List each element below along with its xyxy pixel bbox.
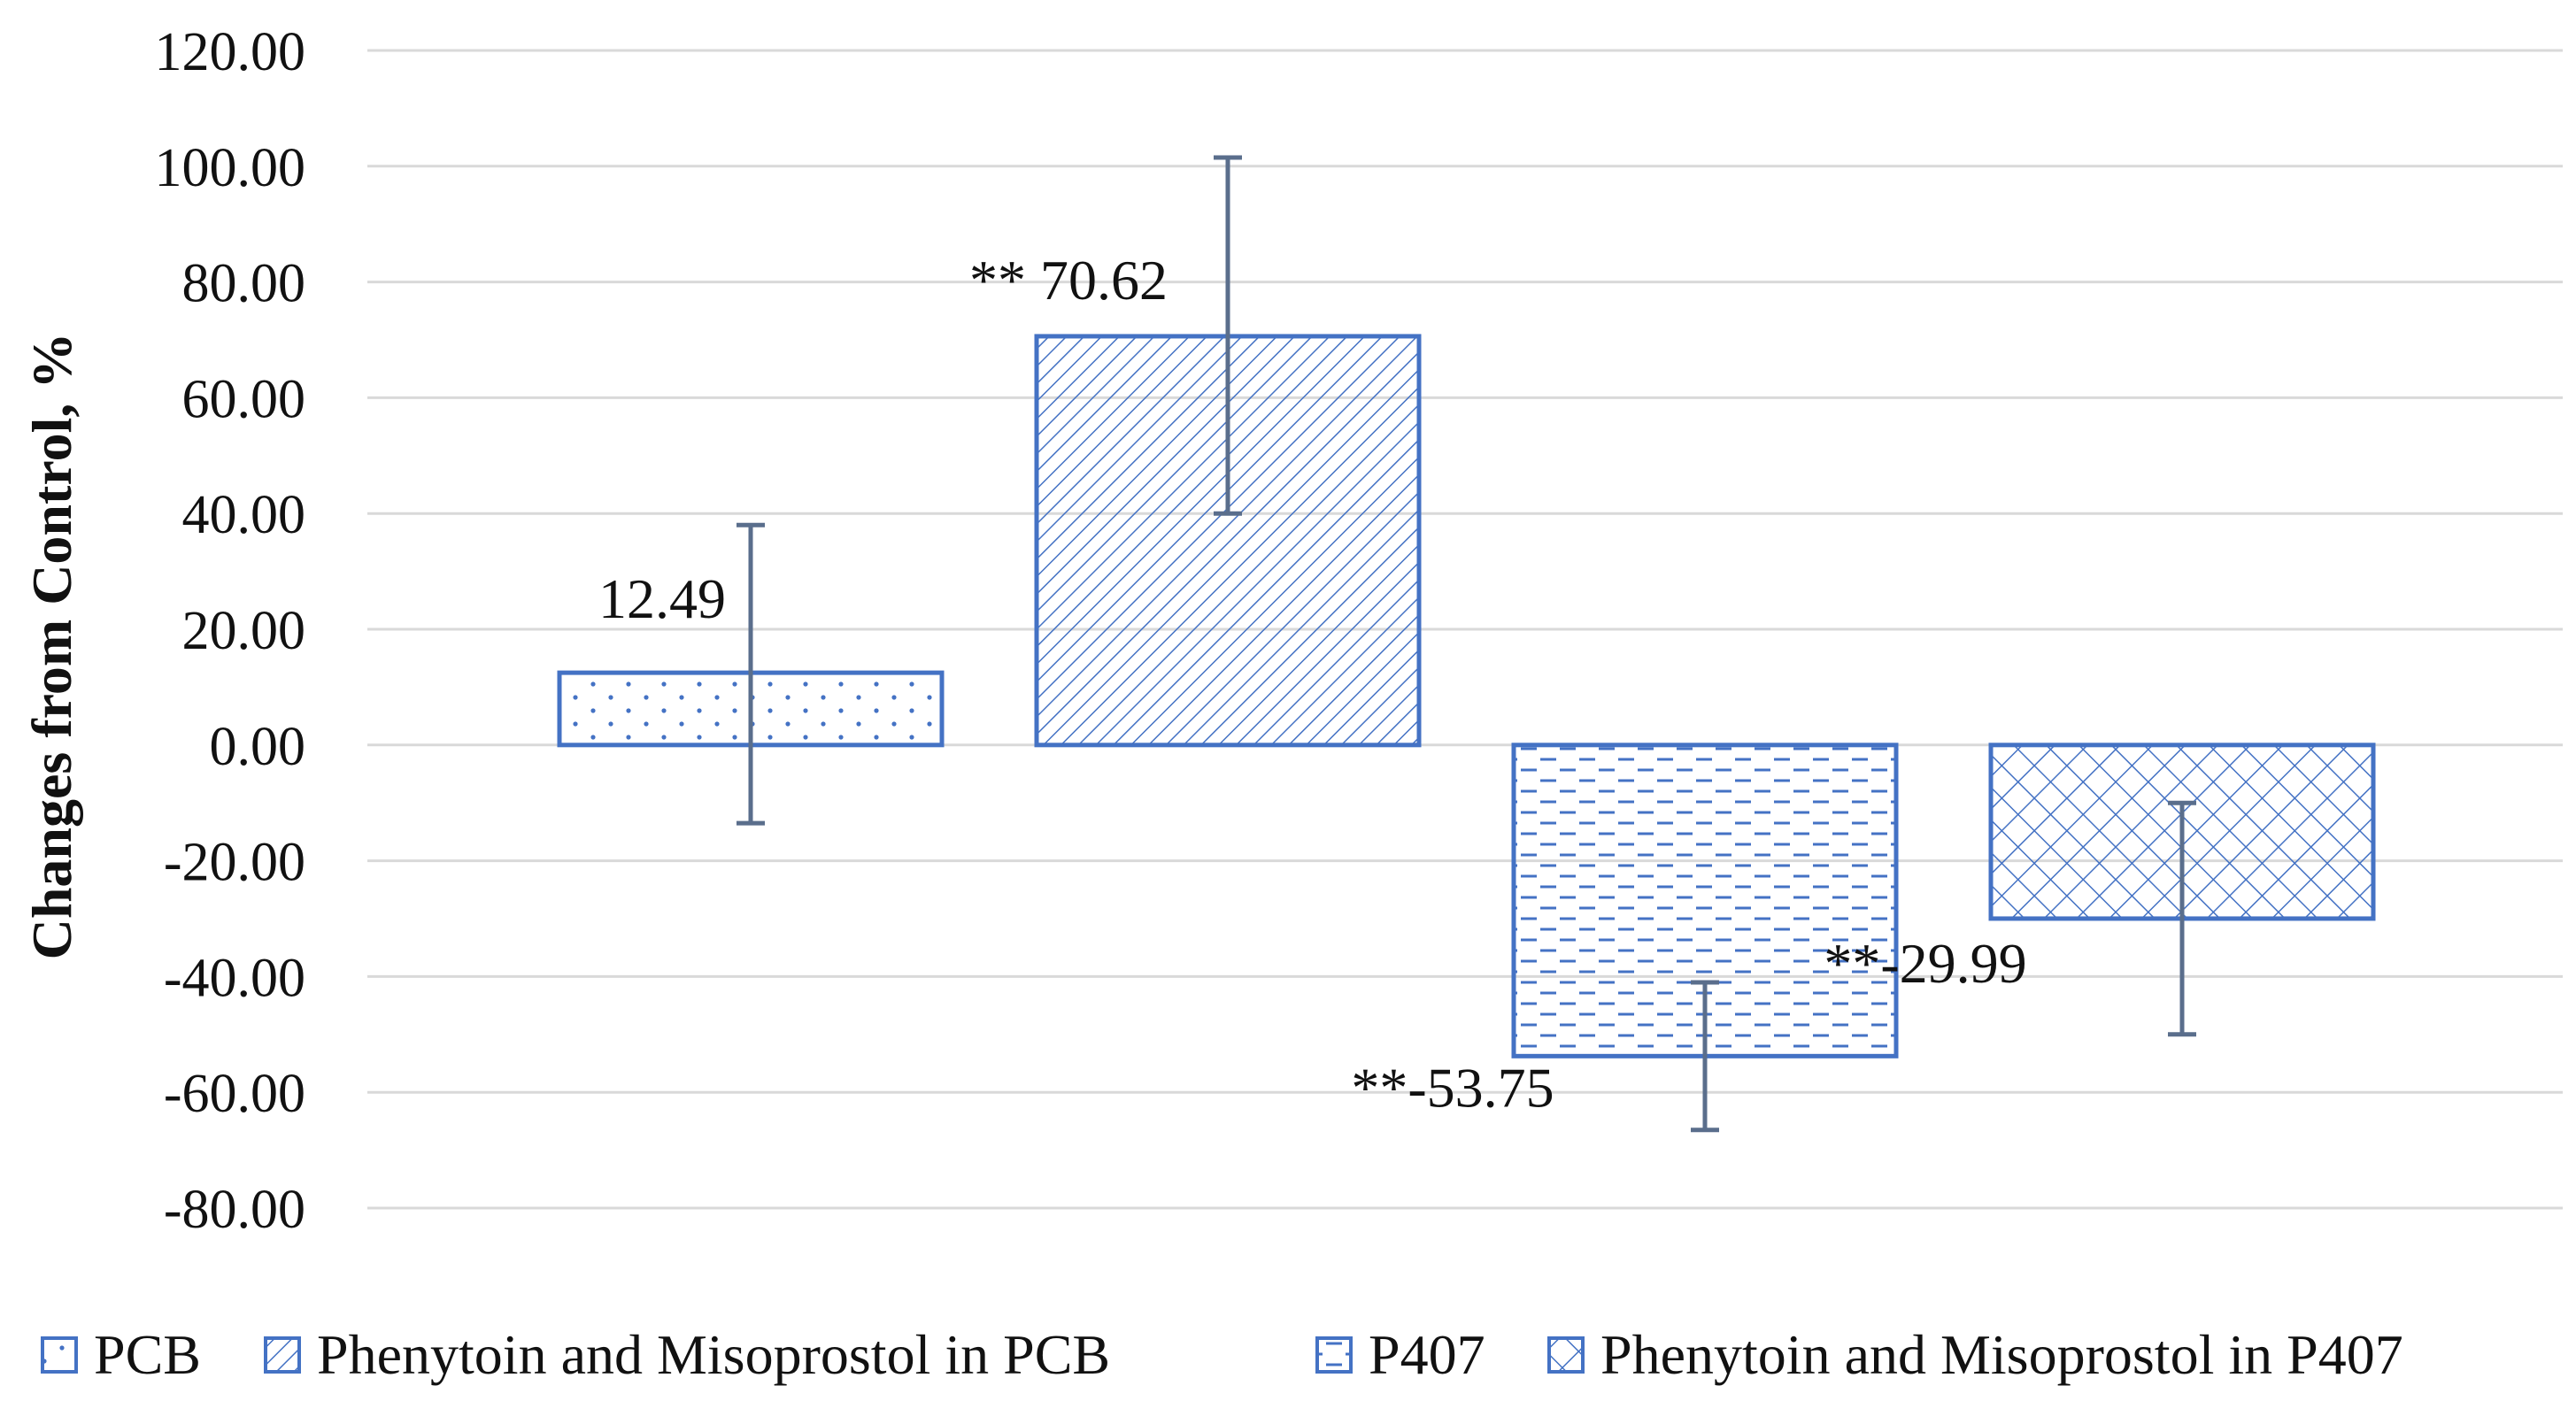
bars xyxy=(557,334,2376,1058)
y-tick-label: 80.00 xyxy=(182,254,306,314)
y-tick-label: -60.00 xyxy=(164,1064,305,1124)
y-tick-label: -40.00 xyxy=(164,948,305,1008)
legend-label: Phenytoin and Misoprostol in PCB xyxy=(317,1323,1110,1386)
y-tick-label: 100.00 xyxy=(155,138,306,198)
y-tick-label: 120.00 xyxy=(155,22,306,82)
legend-label: Phenytoin and Misoprostol in P407 xyxy=(1600,1323,2403,1386)
data-label: ** 70.62 xyxy=(969,249,1168,312)
legend-swatch-dashes xyxy=(1315,1336,1353,1374)
data-label: **-53.75 xyxy=(1351,1057,1554,1120)
legend-label: P407 xyxy=(1369,1323,1485,1386)
legend-label: PCB xyxy=(94,1323,201,1386)
legend-swatch-dots xyxy=(41,1336,78,1374)
y-tick-label: 20.00 xyxy=(182,601,306,661)
y-tick-label: 40.00 xyxy=(182,485,306,545)
y-tick-label: -20.00 xyxy=(164,833,305,893)
y-axis-label: Changes from Control, % xyxy=(20,333,83,960)
y-tick-label: -80.00 xyxy=(164,1180,305,1240)
data-label: 12.49 xyxy=(598,567,726,630)
y-tick-label: 0.00 xyxy=(210,717,306,777)
y-axis-ticks: 120.00 100.00 80.00 60.00 40.00 20.00 0.00 -20.… xyxy=(155,22,306,1240)
data-label: **-29.99 xyxy=(1824,932,2026,995)
y-tick-label: 60.00 xyxy=(182,369,306,429)
data-labels: 12.49 ** 70.62 **-53.75 **-29.99 xyxy=(598,249,2027,1119)
error-bars xyxy=(737,155,2196,1133)
legend: PCB Phenytoin and Misoprostol in PCB P407 P… xyxy=(41,1323,2403,1386)
legend-swatch-diagonal xyxy=(264,1336,301,1374)
legend-swatch-crosshatch xyxy=(1547,1336,1585,1374)
